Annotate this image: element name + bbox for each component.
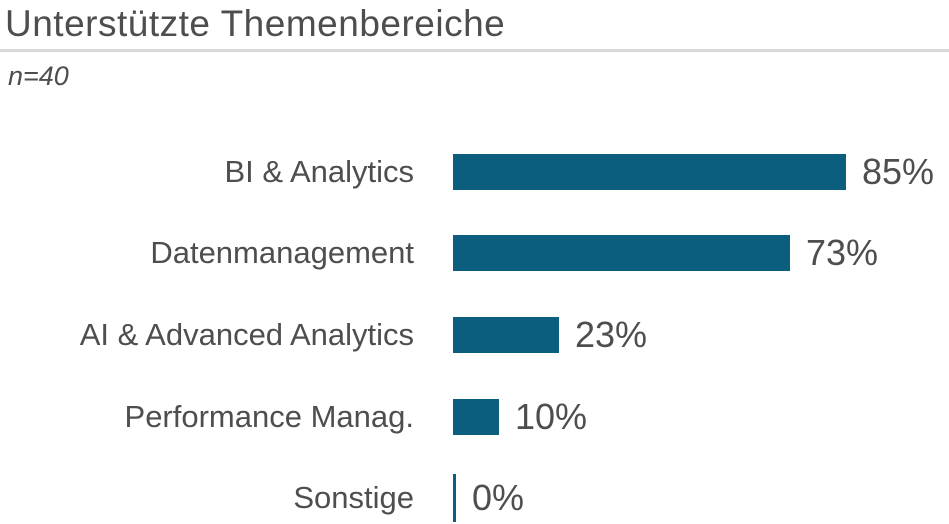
title-divider: [0, 49, 949, 52]
chart-title: Unterstützte Themenbereiche: [5, 3, 506, 44]
category-label: Datenmanagement: [150, 235, 414, 271]
bar: [453, 474, 456, 523]
chart-row: Performance Manag. 10%: [0, 376, 949, 458]
bar: [453, 153, 846, 190]
bar: [453, 235, 790, 272]
bar-track: 73%: [453, 213, 878, 295]
bar-track: 10%: [453, 376, 587, 458]
category-label: AI & Advanced Analytics: [79, 316, 414, 352]
value-label: 73%: [806, 232, 879, 274]
category-label: Sonstige: [293, 480, 414, 516]
bar-track: 0%: [453, 457, 524, 524]
sample-size-label: n=40: [8, 61, 69, 91]
value-label: 0%: [472, 477, 525, 519]
category-label: Performance Manag.: [124, 398, 414, 434]
value-label: 23%: [575, 313, 648, 355]
category-label: BI & Analytics: [224, 153, 414, 189]
bar-track: 23%: [453, 294, 647, 376]
bar: [453, 398, 499, 435]
value-label: 10%: [515, 395, 588, 437]
value-label: 85%: [862, 150, 935, 192]
bar: [453, 316, 559, 353]
chart-row: AI & Advanced Analytics 23%: [0, 294, 949, 376]
bar-track: 85%: [453, 131, 934, 213]
bar-chart: BI & Analytics 85% Datenmanagement 73% A…: [0, 131, 949, 524]
chart-row: Sonstige 0%: [0, 457, 949, 524]
chart-row: BI & Analytics 85%: [0, 131, 949, 213]
chart-row: Datenmanagement 73%: [0, 213, 949, 295]
